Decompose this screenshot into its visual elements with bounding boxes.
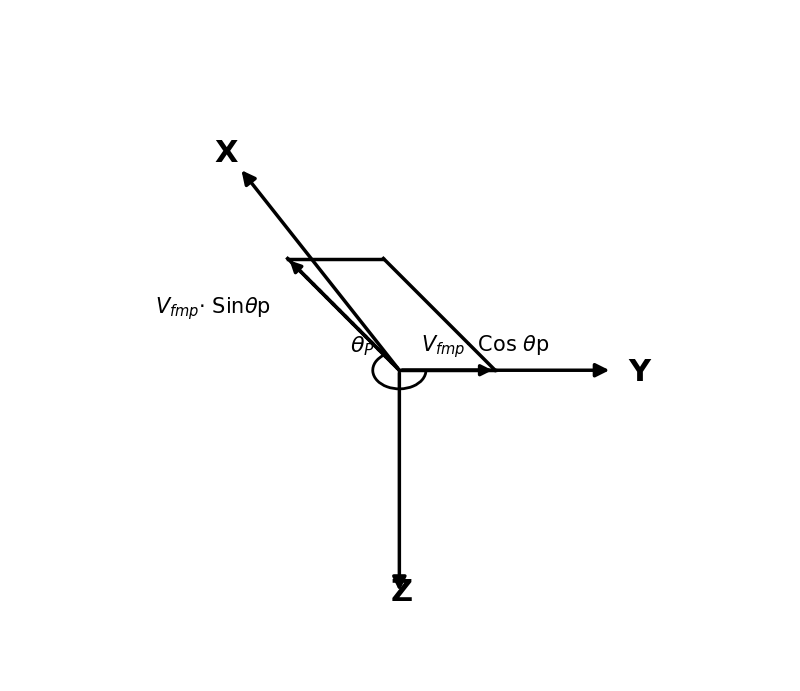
Text: Z: Z <box>391 578 413 607</box>
Text: $V_{fmp}$$\cdot$ Cos $\theta$p: $V_{fmp}$$\cdot$ Cos $\theta$p <box>421 333 549 360</box>
Text: X: X <box>214 139 238 168</box>
Text: Y: Y <box>628 359 650 388</box>
Text: $\theta$$_P$: $\theta$$_P$ <box>350 334 375 358</box>
Text: $V_{fmp}$$\cdot$ Sin$\theta$p: $V_{fmp}$$\cdot$ Sin$\theta$p <box>154 296 270 323</box>
